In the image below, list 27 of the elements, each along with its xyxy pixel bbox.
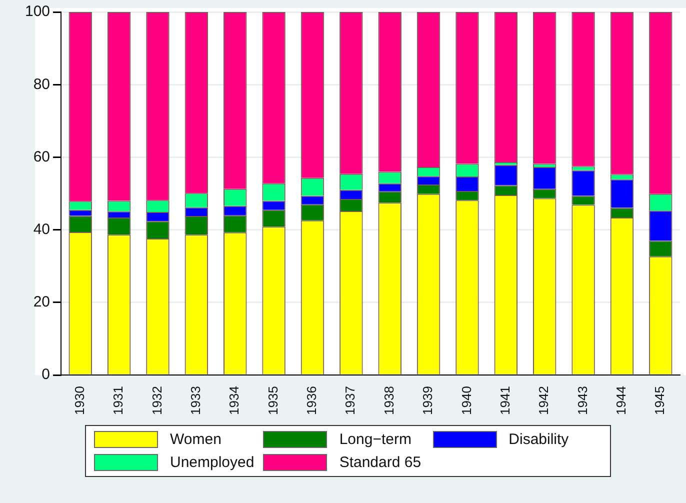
x-tick-label: 1940 — [458, 386, 474, 415]
x-tick-label: 1937 — [342, 386, 358, 415]
y-tick-label: 100 — [24, 3, 50, 20]
x-tick-label: 1934 — [226, 386, 242, 415]
y-tick-label: 40 — [33, 220, 50, 238]
x-tick-label: 1944 — [614, 386, 629, 415]
legend-label: Unemployed — [170, 454, 254, 471]
y-tick-label: 20 — [33, 294, 50, 311]
y-tick-label: 0 — [42, 366, 50, 384]
x-tick-label: 1936 — [304, 386, 320, 415]
legend-label: Standard 65 — [339, 454, 422, 471]
x-tick-label: 1933 — [188, 386, 204, 415]
legend-label: Women — [170, 431, 222, 448]
x-tick-label: 1945 — [652, 386, 668, 415]
x-tick-label: 1930 — [72, 386, 87, 415]
x-tick-label: 1941 — [497, 386, 512, 415]
x-tick-label: 1932 — [149, 386, 164, 415]
x-tick-label: 1938 — [381, 386, 396, 415]
x-tick-label: 1943 — [574, 386, 590, 415]
x-tick-label: 1931 — [110, 386, 126, 415]
x-tick-label: 1942 — [536, 386, 552, 415]
y-tick-label: 80 — [33, 76, 50, 93]
x-tick-label: 1939 — [420, 386, 436, 415]
legend-label: Long−term — [339, 431, 412, 448]
x-tick-label: 1935 — [265, 386, 280, 415]
legend-label: Disability — [508, 431, 569, 448]
y-tick-label: 60 — [33, 148, 50, 166]
